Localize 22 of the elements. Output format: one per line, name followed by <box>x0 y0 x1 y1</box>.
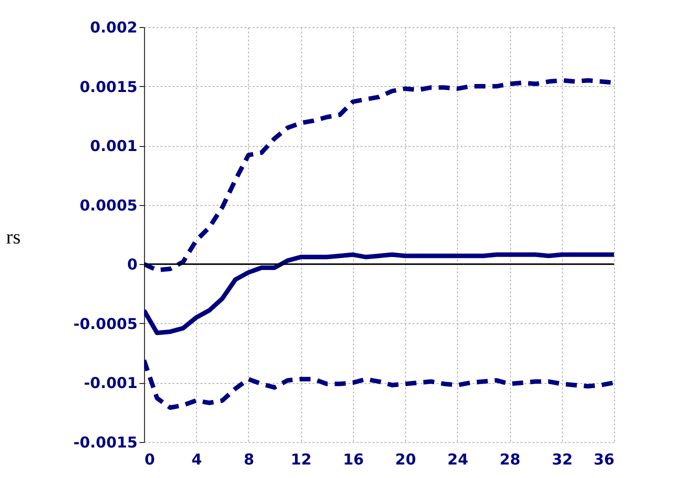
x-tick-label: 28 <box>500 450 520 468</box>
y-tick-label: 0 <box>127 256 138 274</box>
x-tick-label: 0 <box>144 450 155 468</box>
y-tick-label: -0.001 <box>84 374 138 392</box>
y-tick-label: 0.0015 <box>80 78 138 96</box>
x-tick-label: 24 <box>447 450 468 468</box>
x-tick-label: 20 <box>395 450 416 468</box>
y-tick-label: 0.0005 <box>80 196 138 214</box>
line-series <box>144 252 614 336</box>
y-tick-label: -0.0005 <box>73 314 138 333</box>
x-tick-label: 36 <box>594 450 614 468</box>
x-tick-label: 32 <box>552 450 573 468</box>
x-tick-label: 12 <box>290 450 312 468</box>
x-tick-label: 16 <box>342 450 364 468</box>
y-tick-label: 0.002 <box>90 18 138 36</box>
line-series <box>144 358 614 410</box>
y-axis-title: rs <box>6 226 21 248</box>
x-tick-label: 4 <box>192 450 202 468</box>
y-tick-label: 0.001 <box>90 137 138 156</box>
x-tick-label: 8 <box>244 450 254 468</box>
y-tick-label: -0.0015 <box>73 434 138 452</box>
line-series <box>144 78 614 272</box>
